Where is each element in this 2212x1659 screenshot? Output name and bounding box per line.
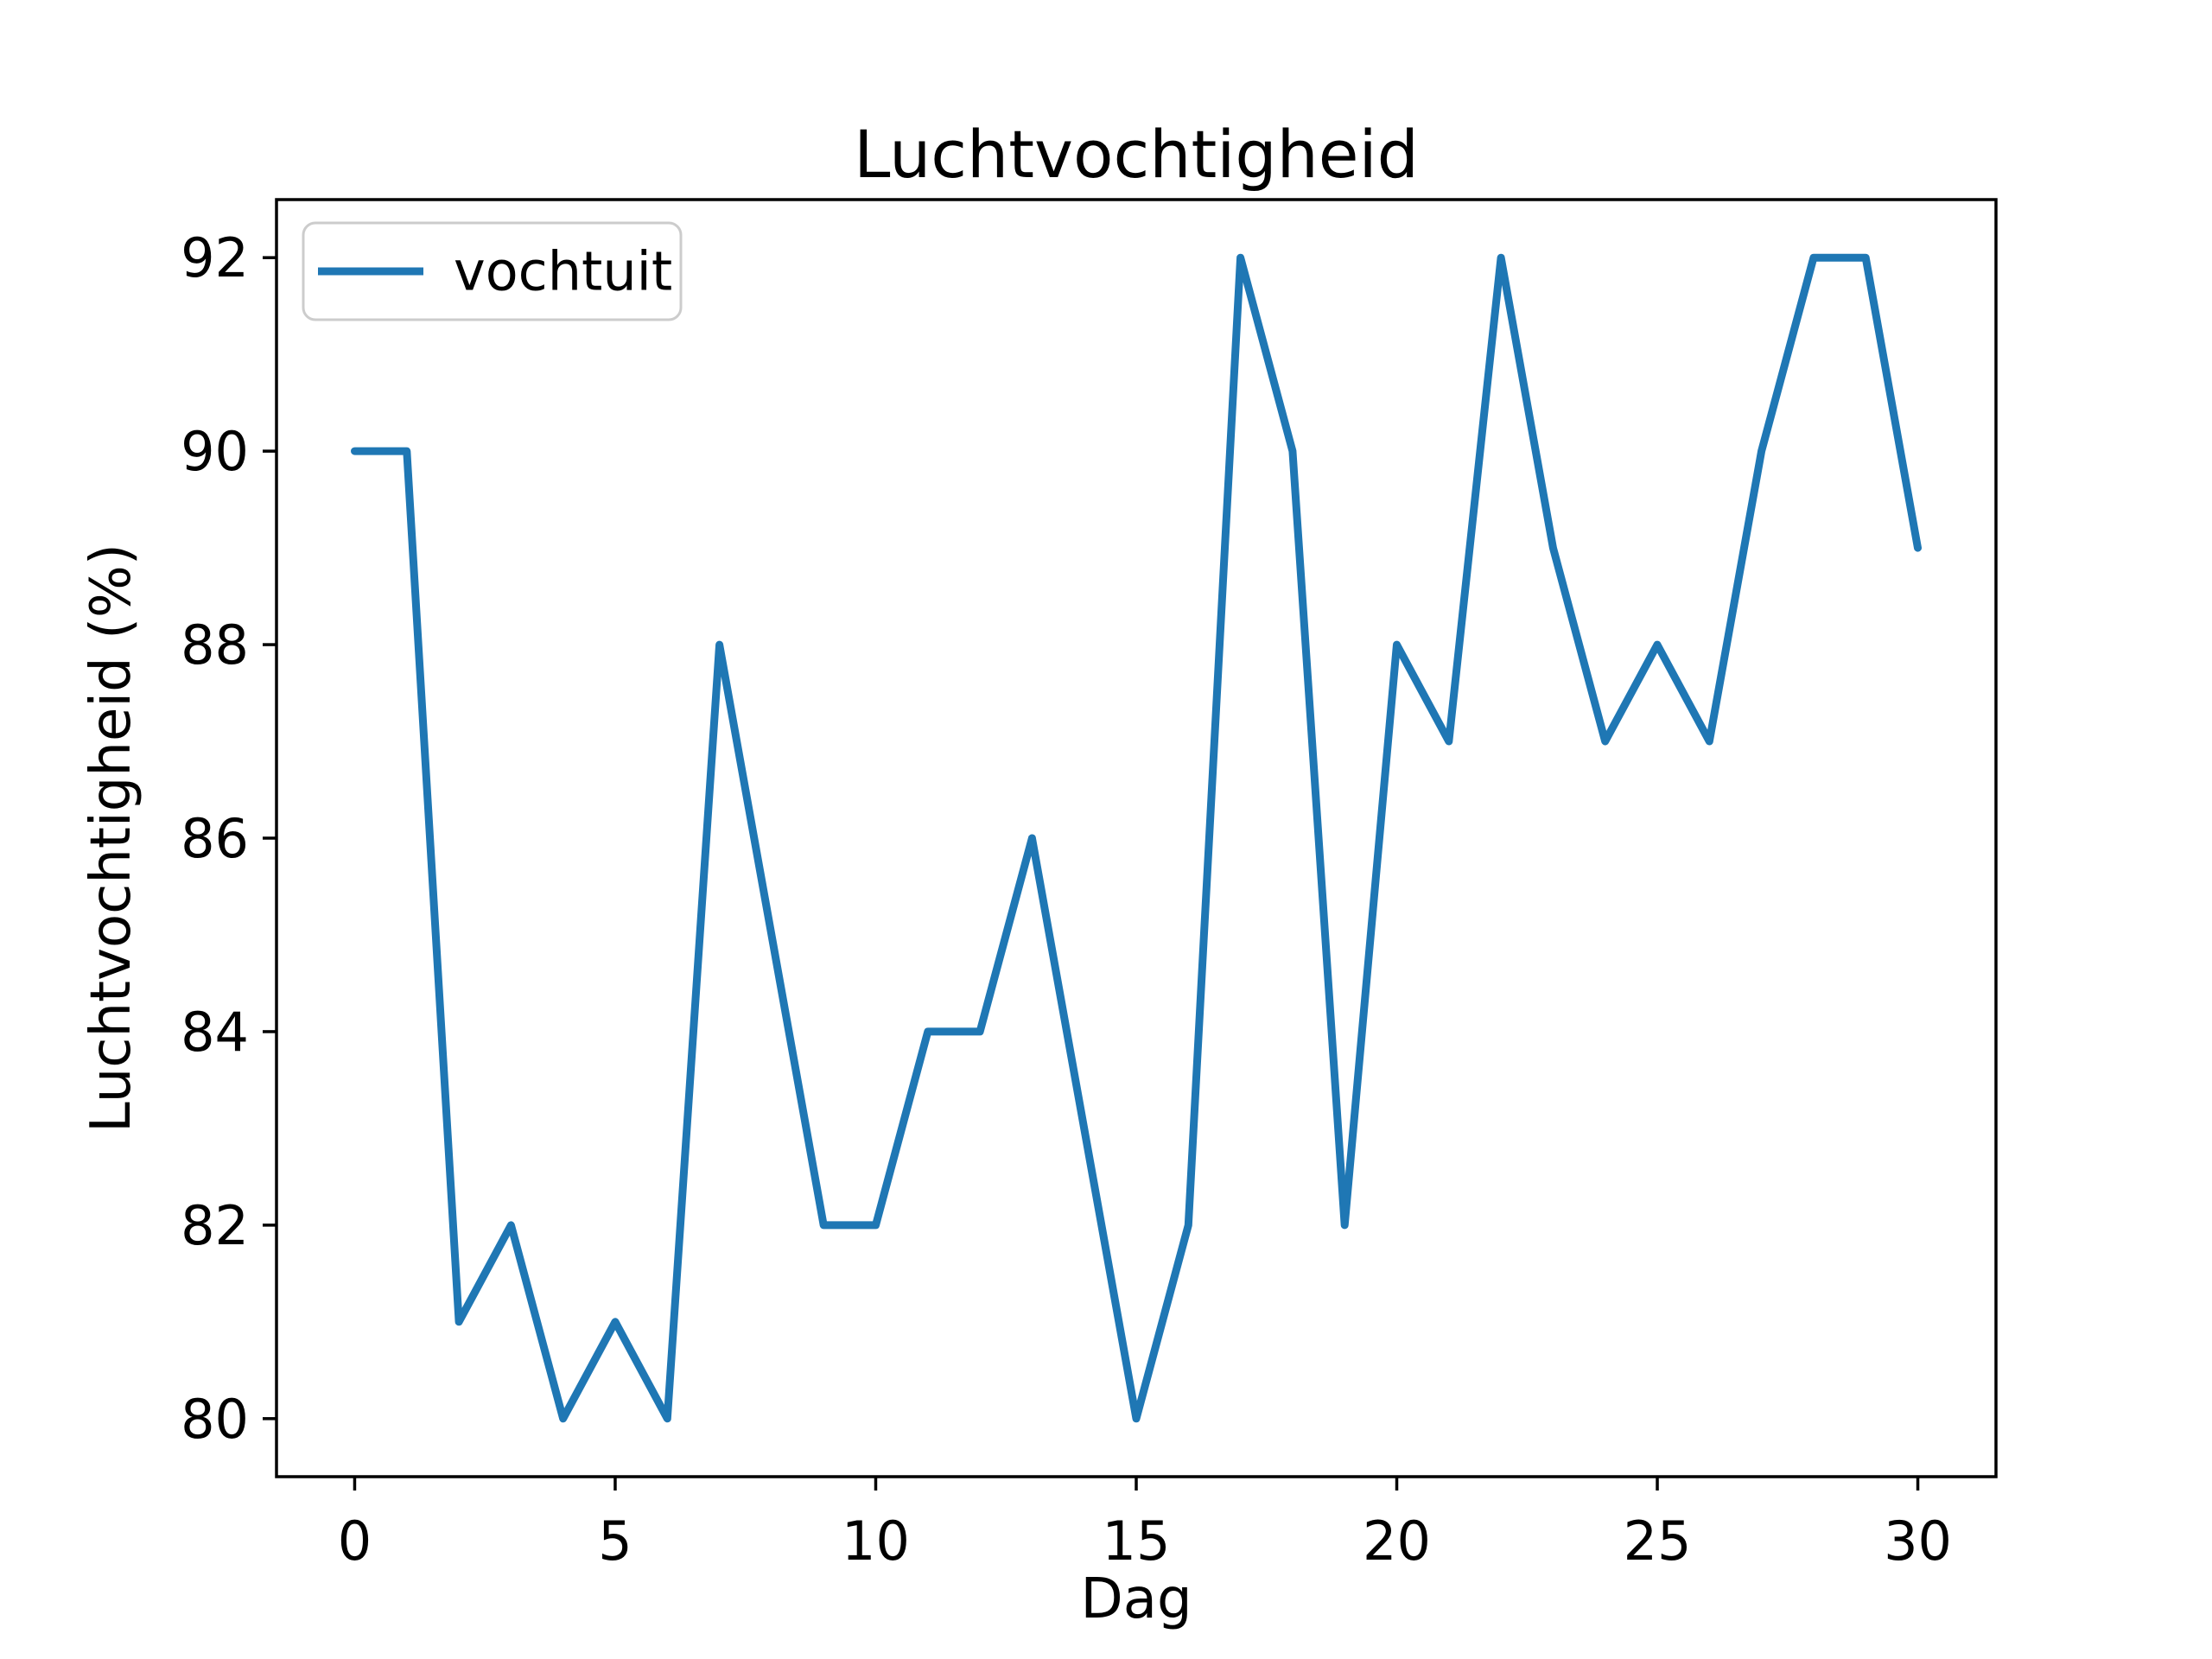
x-tick-label: 15 [1103, 1510, 1171, 1573]
y-tick-label: 86 [181, 807, 249, 870]
legend-entry-label: vochtuit [454, 240, 672, 303]
x-tick-label: 20 [1363, 1510, 1431, 1573]
plot-area-frame [275, 198, 1998, 1478]
axis-ticks: 0 5 10 15 20 25 30 80 82 84 86 88 90 92 [181, 226, 1952, 1573]
y-tick-label: 84 [181, 1001, 249, 1064]
x-tick-label: 10 [842, 1510, 910, 1573]
x-tick-label: 0 [338, 1510, 372, 1573]
series-layer [351, 253, 1922, 1423]
y-tick-label: 80 [181, 1388, 249, 1451]
chart-title: Luchtvochtigheid [854, 116, 1419, 193]
y-tick-label: 82 [181, 1194, 249, 1257]
y-tick-label: 88 [181, 613, 249, 677]
x-axis-label: Dag [1080, 1567, 1192, 1631]
y-tick-label: 90 [181, 420, 249, 483]
x-tick-label: 30 [1884, 1510, 1952, 1573]
legend: vochtuit [302, 221, 683, 321]
y-axis-label: Luchtvochtigheid (%) [79, 543, 143, 1133]
data-line-vochtuit [351, 253, 1922, 1423]
legend-box [302, 221, 683, 321]
x-tick-label: 5 [598, 1510, 632, 1573]
x-tick-label: 25 [1624, 1510, 1692, 1573]
y-tick-label: 92 [181, 226, 249, 289]
